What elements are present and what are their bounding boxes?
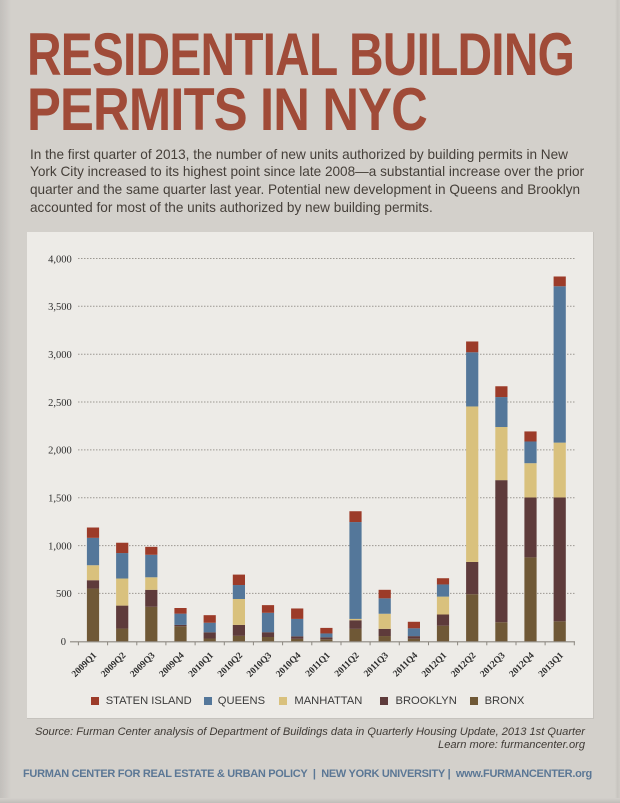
svg-text:1,000: 1,000 <box>48 541 72 552</box>
svg-text:3,000: 3,000 <box>48 350 72 361</box>
svg-text:2012Q2: 2012Q2 <box>450 651 479 680</box>
svg-text:2010Q2: 2010Q2 <box>216 651 245 680</box>
svg-text:4,000: 4,000 <box>48 254 72 265</box>
svg-text:2009Q4: 2009Q4 <box>158 651 187 680</box>
svg-text:2011Q2: 2011Q2 <box>333 651 362 680</box>
svg-text:2011Q1: 2011Q1 <box>304 651 333 680</box>
svg-text:2011Q4: 2011Q4 <box>392 651 421 680</box>
svg-text:2009Q2: 2009Q2 <box>100 651 129 680</box>
svg-text:2013Q1: 2013Q1 <box>537 651 566 680</box>
svg-text:2,000: 2,000 <box>48 446 72 457</box>
svg-text:0: 0 <box>61 637 66 648</box>
svg-text:2,500: 2,500 <box>48 398 72 409</box>
svg-text:2012Q3: 2012Q3 <box>479 651 508 680</box>
svg-text:3,500: 3,500 <box>48 302 72 313</box>
svg-text:2009Q3: 2009Q3 <box>129 651 158 680</box>
svg-text:2010Q1: 2010Q1 <box>187 651 216 680</box>
svg-text:2012Q1: 2012Q1 <box>420 651 449 680</box>
svg-text:2012Q4: 2012Q4 <box>508 651 537 680</box>
svg-text:2011Q3: 2011Q3 <box>362 651 391 680</box>
svg-text:500: 500 <box>56 589 72 600</box>
svg-text:2010Q3: 2010Q3 <box>245 651 274 680</box>
svg-text:2010Q4: 2010Q4 <box>275 651 304 680</box>
svg-text:2009Q1: 2009Q1 <box>70 651 99 680</box>
svg-text:1,500: 1,500 <box>48 494 72 505</box>
